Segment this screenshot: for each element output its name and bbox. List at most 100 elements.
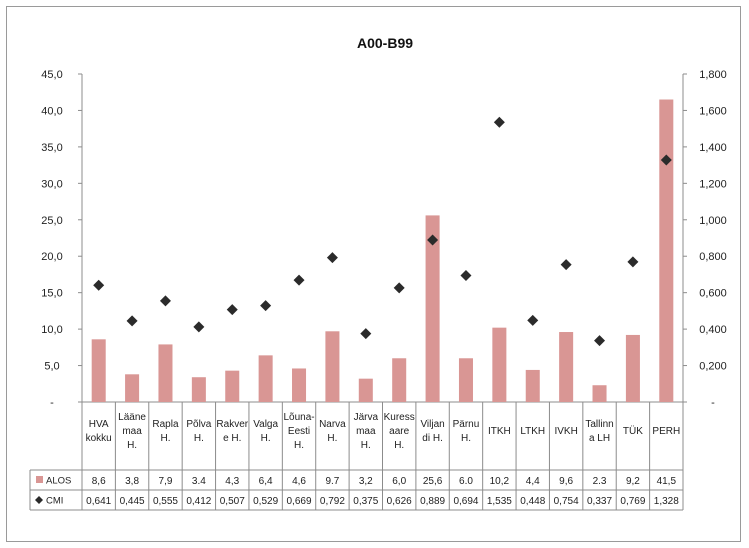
category-label: Kuress <box>384 412 415 423</box>
data-label-alos: 9,6 <box>559 476 573 487</box>
data-label-cmi: 0,445 <box>120 496 145 507</box>
bar-alos <box>258 355 273 402</box>
left-tick-label: 45,0 <box>41 69 62 81</box>
bar-alos <box>191 377 206 402</box>
category-label: Rakver <box>216 419 248 430</box>
marker-cmi <box>460 270 472 282</box>
data-table: HVA kokku Lääne maa H. Rapla H. Põlva H. Rakver e … <box>29 402 684 511</box>
category-label: H. <box>160 433 170 444</box>
bar-alos <box>325 331 340 402</box>
right-tick-label: 1,200 <box>699 178 727 190</box>
category-label: TÜK <box>623 425 643 437</box>
category-label: Pärnu <box>453 419 480 430</box>
data-label-cmi: 0,641 <box>86 496 111 507</box>
data-label-cmi: 0,694 <box>453 496 478 507</box>
category-label: Rapla <box>152 419 179 430</box>
category-label: Lääne <box>118 412 146 423</box>
marker-cmi <box>293 274 305 286</box>
left-tick-label: - <box>50 397 54 409</box>
category-label: H. <box>127 440 137 451</box>
category-label: maa <box>356 426 376 437</box>
marker-cmi <box>93 279 105 291</box>
category-label: H. <box>294 440 304 451</box>
data-label-cmi: 0,555 <box>153 496 178 507</box>
bar-alos <box>492 327 507 402</box>
right-tick-label: 1,400 <box>699 142 727 154</box>
category-label: ITKH <box>488 426 511 437</box>
bar-alos <box>225 370 240 402</box>
data-label-alos: 3.4 <box>192 476 206 487</box>
bar-alos <box>559 332 574 402</box>
legend-marker-cmi <box>35 496 43 504</box>
category-label: H. <box>194 433 204 444</box>
marker-cmi <box>560 259 572 271</box>
left-tick-label: 25,0 <box>41 215 62 227</box>
category-label: di H. <box>422 433 443 444</box>
data-label-cmi: 0,507 <box>220 496 245 507</box>
marker-cmi <box>193 321 205 333</box>
left-tick-label: 40,0 <box>41 105 62 117</box>
data-label-alos: 2.3 <box>593 476 607 487</box>
bar-alos <box>358 378 373 402</box>
legend-swatch-alos <box>36 476 43 483</box>
marker-cmi <box>126 315 138 327</box>
category-label: Põlva <box>186 419 211 430</box>
category-label: maa <box>122 426 142 437</box>
data-label-cmi: 1,535 <box>487 496 512 507</box>
category-label: a LH <box>589 433 610 444</box>
data-label-cmi: 0,889 <box>420 496 445 507</box>
data-label-alos: 7,9 <box>159 476 173 487</box>
data-label-alos: 25,6 <box>423 476 443 487</box>
marker-cmi <box>627 256 639 268</box>
data-label-alos: 4,4 <box>526 476 540 487</box>
left-tick-label: 20,0 <box>41 251 62 263</box>
category-label: e H. <box>223 433 241 444</box>
data-label-cmi: 0,769 <box>620 496 645 507</box>
bar-alos <box>425 215 440 402</box>
data-label-alos: 4,3 <box>225 476 239 487</box>
marker-cmi <box>226 304 238 316</box>
bar-series <box>91 99 674 402</box>
category-label: Eesti <box>288 426 310 437</box>
data-label-alos: 9,2 <box>626 476 640 487</box>
marker-series <box>93 116 672 347</box>
left-tick-label: 30,0 <box>41 178 62 190</box>
category-label: PERH <box>652 426 680 437</box>
bar-alos <box>125 374 140 402</box>
category-label: HVA <box>89 419 109 430</box>
left-tick-label: 35,0 <box>41 142 62 154</box>
category-label: H. <box>394 440 404 451</box>
data-label-cmi: 0,448 <box>520 496 545 507</box>
left-tick-label: 10,0 <box>41 324 62 336</box>
left-tick-label: 5,0 <box>44 361 59 373</box>
legend-label-cmi: CMI <box>46 496 63 507</box>
data-label-alos: 41,5 <box>657 476 677 487</box>
category-label: Tallinn <box>585 419 613 430</box>
data-label-cmi: 0,792 <box>320 496 345 507</box>
data-label-alos: 10,2 <box>490 476 510 487</box>
marker-cmi <box>159 295 171 307</box>
data-label-alos: 4,6 <box>292 476 306 487</box>
data-label-cmi: 0,375 <box>353 496 378 507</box>
category-label: Viljan <box>420 419 444 430</box>
category-label: kokku <box>86 433 112 444</box>
right-tick-label: 0,800 <box>699 251 727 263</box>
right-tick-label: 1,800 <box>699 69 727 81</box>
bar-alos <box>592 385 607 402</box>
category-label: H. <box>261 433 271 444</box>
bar-alos <box>625 334 640 402</box>
data-label-cmi: 0,754 <box>554 496 579 507</box>
chart-title: A00-B99 <box>357 35 413 51</box>
chart-frame <box>6 6 741 542</box>
axes: - 5,0 10,0 15,0 20,0 25,0 30,0 35,0 40,0 45,0 - 0,2… <box>41 69 726 409</box>
data-label-alos: 3,8 <box>125 476 139 487</box>
bar-alos <box>659 99 674 402</box>
marker-cmi <box>326 252 338 264</box>
marker-cmi <box>393 282 405 294</box>
marker-cmi <box>360 328 372 340</box>
data-label-cmi: 0,337 <box>587 496 612 507</box>
bar-alos <box>158 344 173 402</box>
data-label-cmi: 0,626 <box>387 496 412 507</box>
data-label-alos: 6,4 <box>259 476 273 487</box>
